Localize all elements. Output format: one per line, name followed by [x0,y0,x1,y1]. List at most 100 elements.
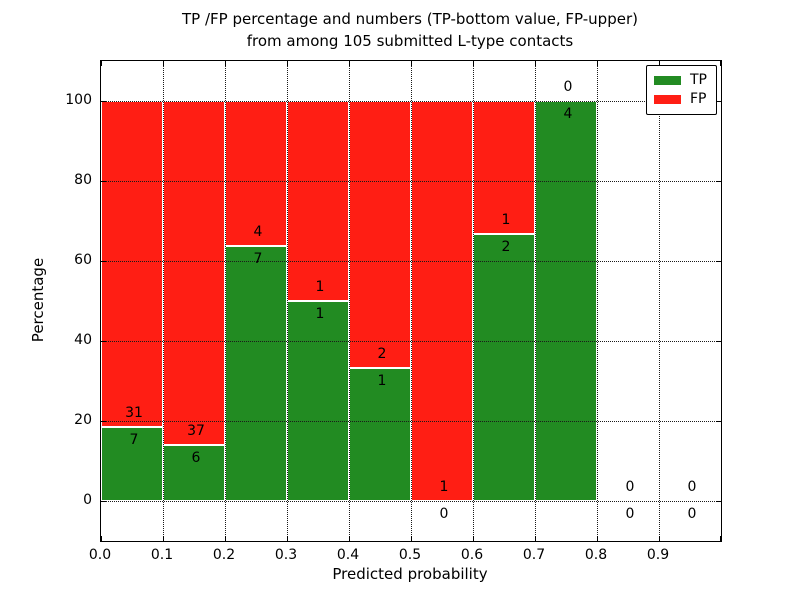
axis-tick-y-left [101,180,106,182]
axis-tick-x-top [535,61,536,66]
count-label-fp-bin-9: 0 [687,479,697,495]
gridline-v-0.1 [162,61,164,541]
axis-tick-y-right [716,260,721,262]
xtick-label-0.5: 0.5 [398,547,422,563]
count-label-tp-bin-6: 2 [501,239,511,256]
xtick-label-0.3: 0.3 [274,547,298,563]
axis-tick-x-bottom [597,536,598,541]
xtick-label-0.7: 0.7 [522,547,546,563]
axis-tick-x-bottom [659,536,660,541]
axis-tick-y-right [716,420,721,422]
bar-tp-bin-1 [163,445,225,501]
ytick-label-40: 40 [74,332,92,348]
count-label-fp-bin-2: 4 [253,224,263,241]
count-label-tp-bin-4: 1 [377,372,387,389]
axis-tick-x-top [411,61,412,66]
bar-tp-bin-7 [535,101,597,501]
gridline-v-0.7 [534,61,536,541]
ytick-label-20: 20 [74,412,92,428]
count-label-fp-bin-3: 1 [315,279,325,295]
count-label-fp-bin-7: 0 [563,79,573,95]
legend: TP FP [646,65,717,115]
axis-tick-y-right [716,100,721,102]
count-label-tp-bin-1: 6 [191,450,201,467]
gridline-v-0.8 [596,61,598,541]
legend-label-fp: FP [690,91,707,107]
axis-tick-x-top [720,61,721,66]
axis-tick-x-top [287,61,288,66]
ytick-label-60: 60 [74,252,92,268]
axis-tick-x-bottom [349,536,350,541]
axis-tick-x-top [597,61,598,66]
gridline-v-0.5 [410,61,412,541]
legend-item-fp: FP [654,90,707,109]
count-label-tp-bin-5: 0 [439,506,449,522]
xtick-label-0.1: 0.1 [150,547,174,563]
x-axis-label: Predicted probability [332,565,488,583]
xtick-label-0.9: 0.9 [646,547,670,563]
chart-title-line1: TP /FP percentage and numbers (TP-bottom… [182,10,638,28]
legend-item-tp: TP [654,71,707,90]
axis-tick-y-left [101,500,106,502]
axis-tick-x-bottom [535,536,536,541]
bar-fp-bin-3 [287,101,349,301]
axis-tick-x-top [659,61,660,66]
plot-area: 31 7 37 6 4 7 1 1 2 1 1 0 1 2 0 4 0 0 0 0 [100,60,722,542]
bar-fp-bin-1 [163,101,225,446]
legend-swatch-tp [654,76,681,85]
axis-tick-x-top [101,61,102,66]
gridline-v-0.3 [286,61,288,541]
count-label-tp-bin-9: 0 [687,506,697,522]
count-label-tp-bin-3: 1 [315,306,325,322]
count-label-tp-bin-7: 4 [563,106,573,122]
bar-fp-bin-2 [225,101,287,247]
count-label-fp-bin-1: 37 [187,423,205,440]
legend-swatch-fp [654,95,681,104]
count-label-fp-bin-8: 0 [625,479,635,495]
xtick-label-0.2: 0.2 [212,547,236,563]
count-label-tp-bin-0: 7 [129,432,139,449]
axis-tick-y-right [716,340,721,342]
count-label-fp-bin-6: 1 [501,212,511,229]
xtick-label-0.8: 0.8 [584,547,608,563]
axis-tick-x-bottom [101,536,102,541]
bar-fp-bin-5 [411,101,473,501]
bar-fp-bin-6 [473,101,535,235]
axis-tick-y-left [101,260,106,262]
bar-fp-bin-4 [349,101,411,368]
ytick-label-0: 0 [83,492,92,508]
gridline-v-0.6 [472,61,474,541]
xtick-label-0.6: 0.6 [460,547,484,563]
bar-tp-bin-6 [473,234,535,501]
axis-tick-x-top [349,61,350,66]
count-label-fp-bin-5: 1 [439,479,449,495]
axis-tick-y-left [101,420,106,422]
xtick-label-0.0: 0.0 [88,547,112,563]
axis-tick-x-bottom [411,536,412,541]
count-label-fp-bin-0: 31 [125,405,143,422]
gridline-v-0.2 [224,61,226,541]
bar-tp-bin-2 [225,246,287,501]
axis-tick-x-top [225,61,226,66]
ytick-label-100: 100 [65,92,92,108]
axis-tick-x-top [473,61,474,66]
count-label-tp-bin-8: 0 [625,506,635,522]
bar-fp-bin-0 [101,101,163,428]
bar-tp-bin-3 [287,301,349,501]
axis-tick-y-right [716,180,721,182]
gridline-v-0.4 [348,61,350,541]
xtick-label-0.4: 0.4 [336,547,360,563]
axis-tick-x-top [163,61,164,66]
axis-tick-x-bottom [163,536,164,541]
ytick-label-80: 80 [74,172,92,188]
bar-tp-bin-0 [101,427,163,501]
axis-tick-x-bottom [225,536,226,541]
legend-label-tp: TP [690,72,707,88]
gridline-v-0.9 [658,61,660,541]
count-label-tp-bin-2: 7 [253,251,263,268]
axis-tick-y-left [101,100,106,102]
axis-tick-x-bottom [473,536,474,541]
axis-tick-x-bottom [287,536,288,541]
chart-title-line2: from among 105 submitted L-type contacts [246,32,574,50]
